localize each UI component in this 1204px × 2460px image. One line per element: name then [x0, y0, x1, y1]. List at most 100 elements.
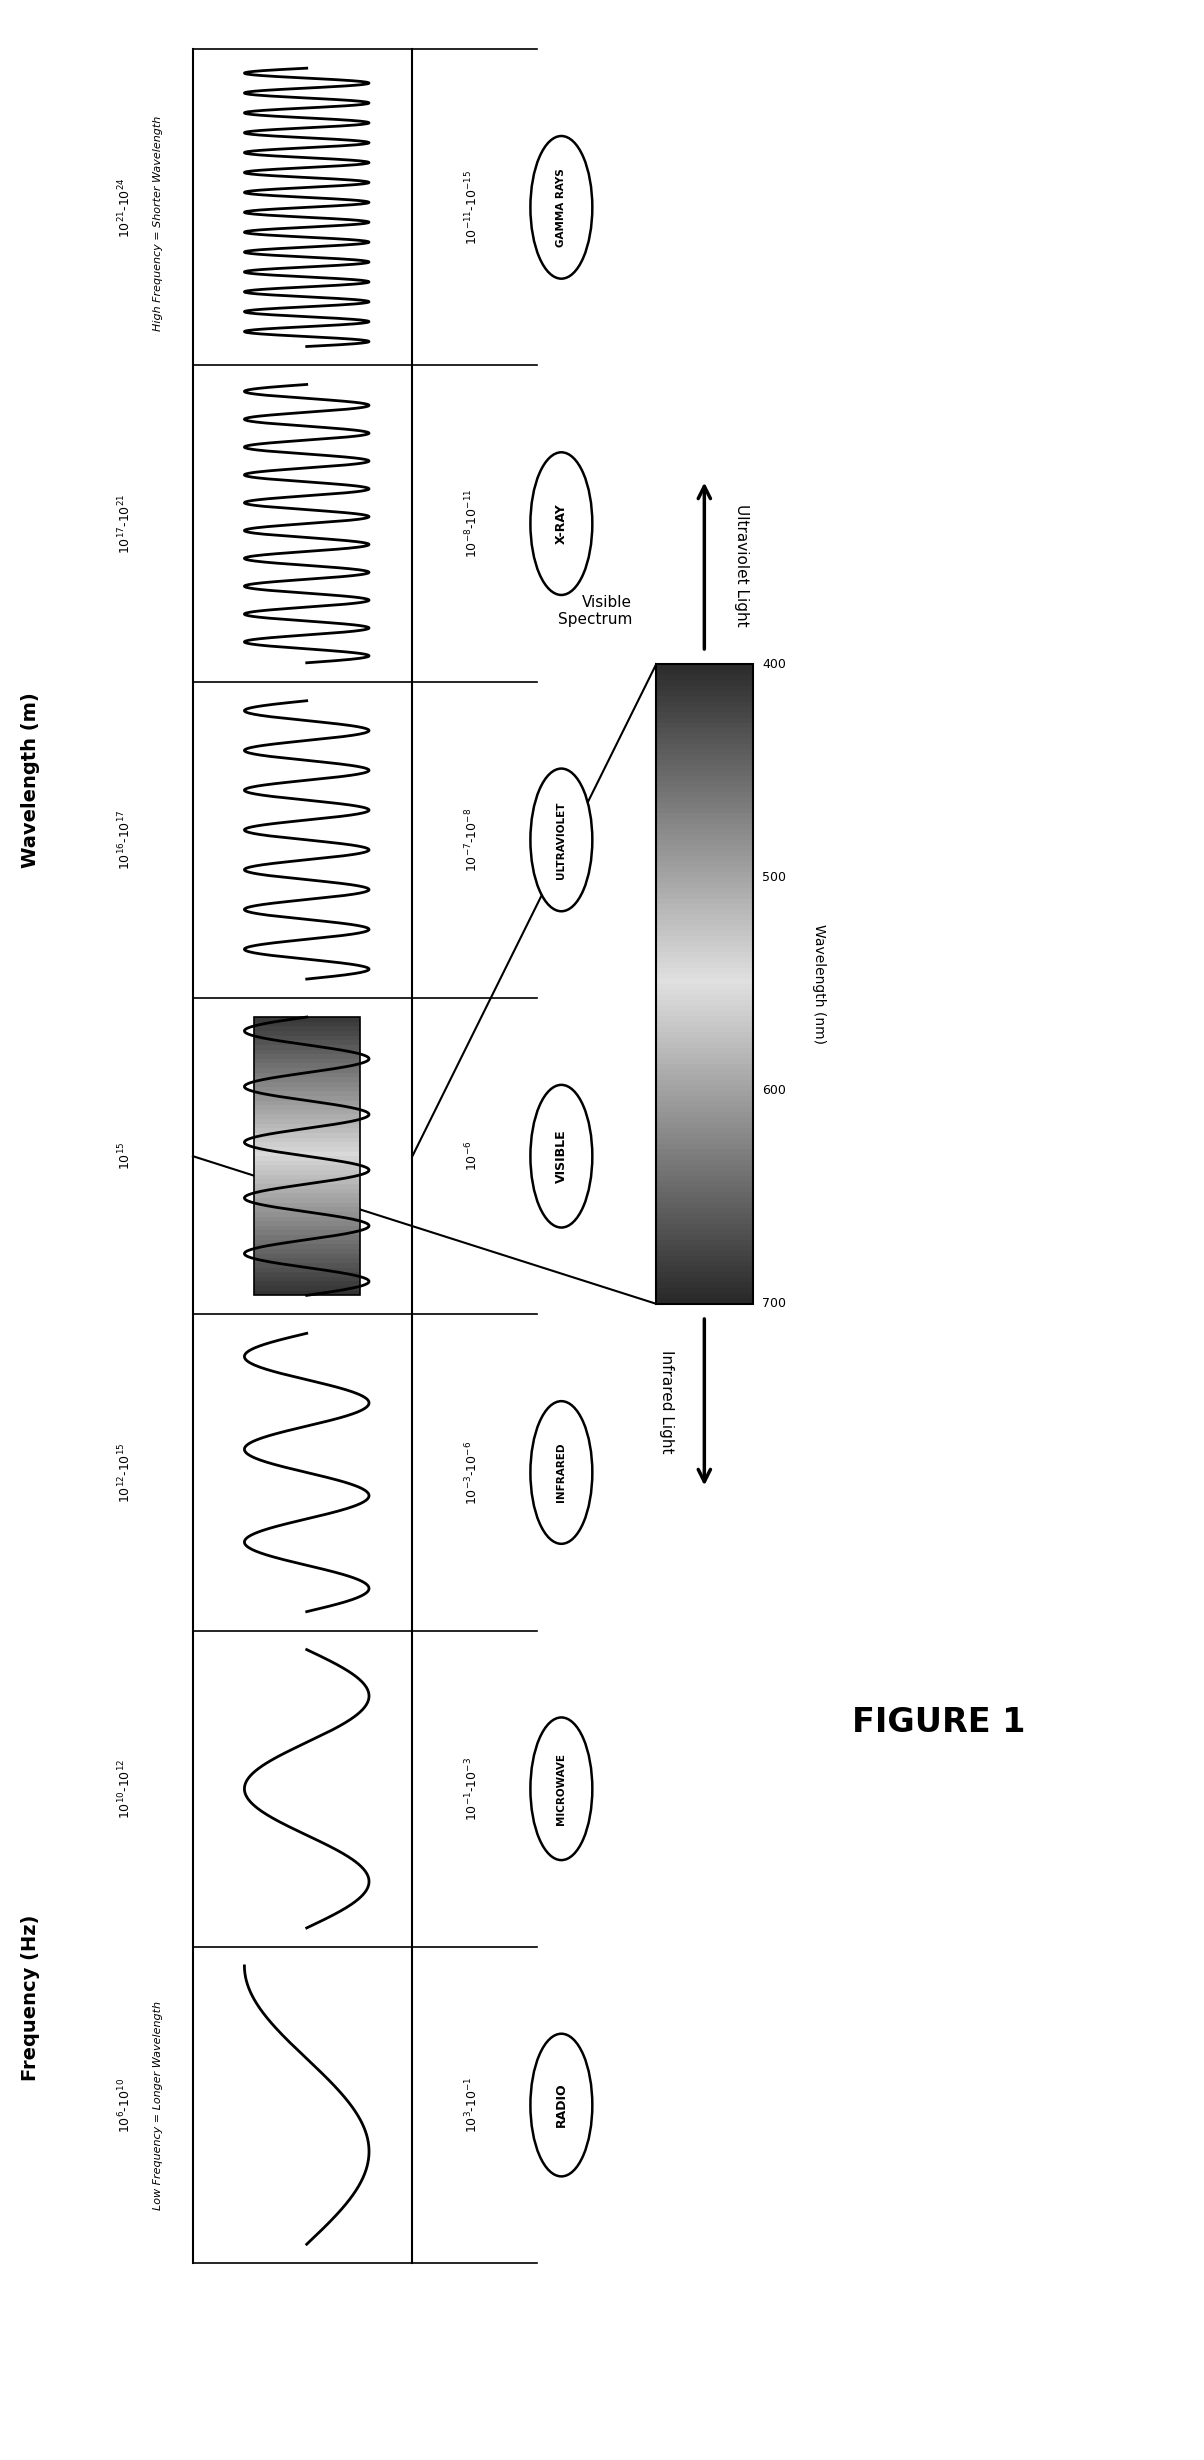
- Bar: [656, 957, 752, 962]
- Text: FIGURE 1: FIGURE 1: [852, 1705, 1026, 1739]
- Text: Visible
Spectrum: Visible Spectrum: [557, 595, 632, 627]
- Bar: [656, 873, 752, 878]
- Bar: [656, 664, 752, 669]
- Ellipse shape: [531, 768, 592, 910]
- Bar: [656, 878, 752, 883]
- Text: GAMMA RAYS: GAMMA RAYS: [556, 167, 566, 246]
- Bar: [656, 947, 752, 952]
- Bar: [656, 925, 752, 930]
- Bar: [254, 1134, 360, 1137]
- Bar: [656, 1097, 752, 1102]
- Text: INFRARED: INFRARED: [556, 1442, 566, 1503]
- Bar: [656, 1262, 752, 1267]
- Text: $10^3$-$10^{-1}$: $10^3$-$10^{-1}$: [464, 2076, 480, 2133]
- Bar: [656, 1080, 752, 1085]
- Text: MICROWAVE: MICROWAVE: [556, 1754, 566, 1825]
- Bar: [254, 1240, 360, 1245]
- Bar: [254, 1277, 360, 1282]
- Bar: [254, 1119, 360, 1124]
- Bar: [656, 834, 752, 841]
- Bar: [656, 1203, 752, 1208]
- Bar: [656, 1070, 752, 1075]
- Bar: [254, 1235, 360, 1240]
- Bar: [254, 1105, 360, 1109]
- Bar: [656, 1043, 752, 1048]
- Bar: [254, 1082, 360, 1087]
- Bar: [656, 967, 752, 974]
- Bar: [656, 1294, 752, 1299]
- Bar: [254, 1230, 360, 1235]
- Bar: [254, 1087, 360, 1092]
- Bar: [254, 1287, 360, 1292]
- Bar: [656, 1176, 752, 1181]
- Bar: [254, 1203, 360, 1208]
- Bar: [254, 1068, 360, 1073]
- Bar: [656, 1154, 752, 1161]
- Bar: [656, 856, 752, 861]
- Bar: [656, 1026, 752, 1033]
- Bar: [656, 915, 752, 920]
- Text: 400: 400: [762, 657, 786, 672]
- Bar: [656, 1181, 752, 1186]
- Bar: [656, 1048, 752, 1053]
- Bar: [254, 1257, 360, 1262]
- Bar: [254, 1178, 360, 1183]
- Bar: [254, 1092, 360, 1095]
- Text: VISIBLE: VISIBLE: [555, 1129, 568, 1183]
- Bar: [656, 807, 752, 814]
- Bar: [656, 691, 752, 696]
- Text: $10^{-3}$-$10^{-6}$: $10^{-3}$-$10^{-6}$: [464, 1442, 480, 1506]
- Bar: [656, 718, 752, 723]
- Bar: [656, 893, 752, 898]
- Ellipse shape: [531, 2034, 592, 2177]
- Bar: [254, 1161, 360, 1166]
- Bar: [656, 829, 752, 834]
- Bar: [254, 1100, 360, 1105]
- Ellipse shape: [531, 1402, 592, 1545]
- Text: Wavelength (m): Wavelength (m): [20, 691, 40, 868]
- Text: $10^{21}$-$10^{24}$: $10^{21}$-$10^{24}$: [117, 177, 134, 239]
- Bar: [656, 792, 752, 797]
- Text: $10^{-7}$-$10^{-8}$: $10^{-7}$-$10^{-8}$: [464, 807, 480, 871]
- Bar: [656, 1149, 752, 1154]
- Bar: [254, 1026, 360, 1031]
- Bar: [254, 1077, 360, 1082]
- Bar: [656, 1186, 752, 1193]
- Text: $10^6$-$10^{10}$: $10^6$-$10^{10}$: [117, 2079, 134, 2133]
- Ellipse shape: [531, 135, 592, 278]
- Bar: [254, 1095, 360, 1100]
- Bar: [254, 1137, 360, 1141]
- Bar: [656, 765, 752, 770]
- Bar: [656, 1240, 752, 1245]
- Text: X-RAY: X-RAY: [555, 504, 568, 544]
- Text: Infrared Light: Infrared Light: [660, 1351, 674, 1454]
- Bar: [656, 1218, 752, 1225]
- Text: Frequency (Hz): Frequency (Hz): [20, 1914, 40, 2081]
- Bar: [656, 1235, 752, 1240]
- Bar: [656, 797, 752, 802]
- Bar: [656, 733, 752, 738]
- Bar: [656, 1225, 752, 1230]
- Ellipse shape: [531, 1717, 592, 1860]
- Bar: [656, 1282, 752, 1289]
- Bar: [656, 1075, 752, 1080]
- Bar: [254, 1129, 360, 1134]
- Bar: [656, 814, 752, 819]
- Bar: [254, 1041, 360, 1046]
- Bar: [656, 696, 752, 701]
- Bar: [656, 1208, 752, 1213]
- Bar: [656, 984, 752, 989]
- Bar: [656, 1058, 752, 1063]
- Bar: [656, 669, 752, 674]
- Bar: [656, 1016, 752, 1021]
- Bar: [656, 952, 752, 957]
- Bar: [656, 770, 752, 777]
- Bar: [254, 1218, 360, 1220]
- Bar: [254, 1292, 360, 1296]
- Bar: [656, 738, 752, 743]
- Bar: [254, 1031, 360, 1036]
- Bar: [656, 1033, 752, 1038]
- Bar: [656, 979, 752, 984]
- Bar: [656, 851, 752, 856]
- Text: 500: 500: [762, 871, 786, 883]
